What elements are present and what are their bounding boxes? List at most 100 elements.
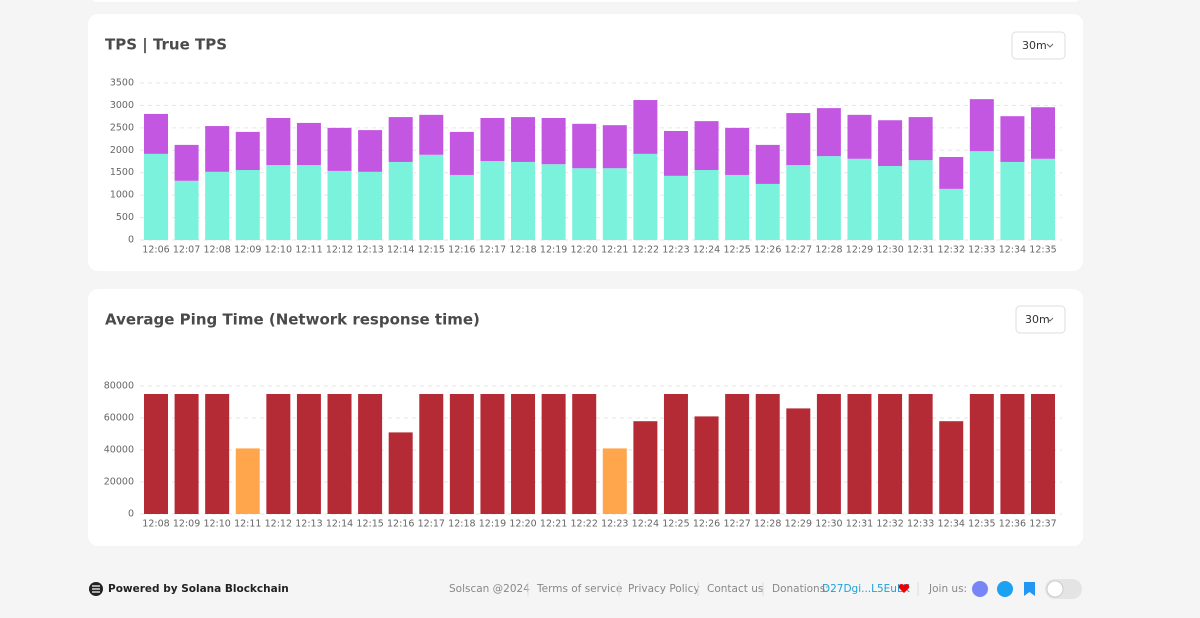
y-tick-label: 3000 xyxy=(110,100,134,111)
period-label[interactable]: 30m xyxy=(1022,39,1047,52)
x-tick-label: 12:12 xyxy=(265,519,292,530)
bar xyxy=(908,394,933,514)
bar xyxy=(1031,394,1055,514)
x-tick-label: 12:31 xyxy=(846,519,873,530)
bar xyxy=(358,394,383,514)
x-tick-label: 12:09 xyxy=(173,519,200,530)
bar-segment xyxy=(419,154,444,240)
y-tick-label: 2500 xyxy=(110,122,134,133)
bar-segment xyxy=(694,170,719,240)
twitter-icon[interactable] xyxy=(997,581,1013,597)
period-select[interactable]: 30m xyxy=(1015,305,1066,334)
bar-segment xyxy=(786,165,811,240)
y-tick-label: 60000 xyxy=(104,413,134,424)
x-tick-label: 12:16 xyxy=(387,519,414,530)
y-tick-label: 40000 xyxy=(104,445,134,456)
bar-segment xyxy=(480,117,505,162)
bar xyxy=(296,394,321,514)
x-tick-label: 12:15 xyxy=(356,519,383,530)
bar-segment xyxy=(144,153,168,240)
bar-segment xyxy=(633,153,658,240)
chart-title: Average Ping Time (Network response time… xyxy=(105,311,480,329)
bar-segment xyxy=(694,121,719,171)
donations-address[interactable]: D27Dgi...L5EuLK xyxy=(822,583,911,595)
x-tick-label: 12:21 xyxy=(540,519,567,530)
x-tick-label: 12:26 xyxy=(754,245,781,256)
bar-segment xyxy=(725,174,750,240)
x-tick-label: 12:19 xyxy=(479,519,506,530)
bar-segment xyxy=(633,100,658,154)
bar-segment xyxy=(969,151,994,240)
bar xyxy=(847,394,872,514)
toggle-knob[interactable] xyxy=(1046,580,1064,598)
x-tick-label: 12:16 xyxy=(448,245,475,256)
bar-segment xyxy=(908,160,933,240)
y-tick-label: 20000 xyxy=(104,477,134,488)
bar-segment xyxy=(388,117,413,162)
x-tick-label: 12:08 xyxy=(142,519,169,530)
x-tick-label: 12:28 xyxy=(754,519,781,530)
x-tick-label: 12:14 xyxy=(326,519,353,530)
x-tick-label: 12:11 xyxy=(295,245,322,256)
x-tick-label: 12:10 xyxy=(203,519,230,530)
x-tick-label: 12:22 xyxy=(632,245,659,256)
bar-segment xyxy=(205,171,230,240)
discord-icon[interactable] xyxy=(972,581,988,597)
bar-segment xyxy=(388,161,413,240)
x-tick-label: 12:11 xyxy=(234,519,261,530)
brand: Powered by Solana Blockchain xyxy=(108,583,289,595)
footer-link[interactable]: Privacy Policy xyxy=(628,583,700,595)
x-tick-label: 12:17 xyxy=(418,519,445,530)
card-top xyxy=(92,0,1079,2)
bar xyxy=(602,448,627,514)
x-tick-label: 12:29 xyxy=(785,519,812,530)
bar xyxy=(327,394,352,514)
bar xyxy=(572,394,597,514)
bar xyxy=(388,432,413,514)
footer-link[interactable]: Contact us xyxy=(707,583,763,595)
bar-segment xyxy=(541,117,566,165)
bar xyxy=(541,394,566,514)
x-tick-label: 12:31 xyxy=(907,245,934,256)
x-tick-label: 12:30 xyxy=(815,519,842,530)
bar-segment xyxy=(878,120,903,166)
period-label[interactable]: 30m xyxy=(1025,313,1050,326)
x-tick-label: 12:33 xyxy=(968,245,995,256)
y-tick-label: 0 xyxy=(128,509,134,520)
bar-segment xyxy=(327,127,352,171)
x-tick-label: 12:08 xyxy=(203,245,230,256)
bookmark-icon[interactable] xyxy=(1024,582,1035,596)
bar xyxy=(449,394,474,514)
period-select[interactable]: 30m xyxy=(1011,31,1066,60)
bar-segment xyxy=(602,168,627,240)
bar-segment xyxy=(1000,116,1025,162)
x-tick-label: 12:20 xyxy=(571,245,598,256)
x-tick-label: 12:24 xyxy=(693,245,720,256)
x-tick-label: 12:37 xyxy=(1029,519,1056,530)
bar xyxy=(144,394,168,514)
bar-segment xyxy=(816,108,841,157)
y-tick-label: 3500 xyxy=(110,78,134,89)
x-tick-label: 12:25 xyxy=(662,519,689,530)
x-tick-label: 12:35 xyxy=(968,519,995,530)
bar-segment xyxy=(572,123,597,169)
x-tick-label: 12:30 xyxy=(876,245,903,256)
bar-segment xyxy=(939,188,964,240)
x-tick-label: 12:14 xyxy=(387,245,414,256)
x-tick-label: 12:32 xyxy=(876,519,903,530)
x-tick-label: 12:19 xyxy=(540,245,567,256)
bar-segment xyxy=(511,161,536,240)
x-tick-label: 12:23 xyxy=(601,519,628,530)
bar xyxy=(235,448,260,514)
footer-link[interactable]: Solscan @2024 xyxy=(449,583,530,595)
x-tick-label: 12:32 xyxy=(938,245,965,256)
bar xyxy=(266,394,291,514)
bar-segment xyxy=(235,170,260,240)
x-tick-label: 12:34 xyxy=(999,245,1026,256)
bar-segment xyxy=(755,144,780,184)
footer-link[interactable]: Terms of service xyxy=(536,583,622,595)
bar-segment xyxy=(266,165,291,240)
x-tick-label: 12:24 xyxy=(632,519,659,530)
bar-segment xyxy=(541,164,566,240)
y-tick-label: 1500 xyxy=(110,167,134,178)
